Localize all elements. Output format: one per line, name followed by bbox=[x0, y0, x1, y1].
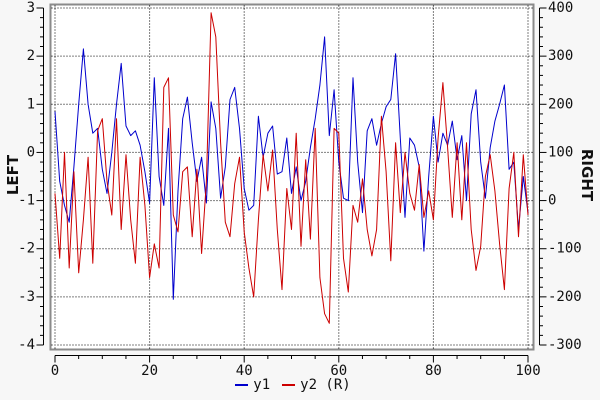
left-axis-title: LEFT bbox=[4, 154, 22, 196]
left-axis-tick-label: -1 bbox=[18, 193, 35, 209]
legend-label-y1: y1 bbox=[253, 377, 271, 393]
x-axis-tick-label: 40 bbox=[236, 363, 253, 379]
right-axis-tick-label: 100 bbox=[548, 144, 573, 160]
legend-label-y2: y2 (R) bbox=[300, 377, 351, 393]
legend-item-y2: y2 (R) bbox=[282, 377, 351, 393]
right-axis-tick-label: 400 bbox=[548, 0, 573, 16]
right-axis-tick-label: 0 bbox=[548, 193, 556, 209]
right-axis-tick-label: -300 bbox=[548, 337, 582, 353]
legend: y1 y2 (R) bbox=[0, 375, 593, 395]
left-axis-tick-label: -4 bbox=[18, 337, 35, 353]
left-axis-tick-label: -2 bbox=[18, 241, 35, 257]
legend-swatch-y2 bbox=[282, 384, 296, 386]
left-axis-tick-label: -3 bbox=[18, 289, 35, 305]
left-axis-tick-label: 1 bbox=[27, 96, 35, 112]
right-axis-tick-label: -200 bbox=[548, 289, 582, 305]
left-axis-tick-label: 2 bbox=[27, 48, 35, 64]
right-axis-tick-label: 200 bbox=[548, 96, 573, 112]
right-axis-tick-label: 300 bbox=[548, 48, 573, 64]
x-axis-tick-label: 80 bbox=[425, 363, 442, 379]
right-axis-title: RIGHT bbox=[578, 148, 596, 202]
x-axis-tick-label: 0 bbox=[51, 363, 59, 379]
left-axis-tick-label: 3 bbox=[27, 0, 35, 16]
x-axis-tick-label: 60 bbox=[330, 363, 347, 379]
right-axis-tick-label: -100 bbox=[548, 241, 582, 257]
legend-item-y1: y1 bbox=[235, 377, 270, 393]
plot-area bbox=[49, 3, 535, 351]
x-axis-tick-label: 100 bbox=[515, 363, 540, 379]
x-axis-tick-label: 20 bbox=[141, 363, 158, 379]
legend-swatch-y1 bbox=[235, 384, 249, 386]
series-y1-line bbox=[54, 36, 529, 300]
series-y2-line bbox=[54, 12, 529, 324]
left-axis-tick-label: 0 bbox=[27, 144, 35, 160]
